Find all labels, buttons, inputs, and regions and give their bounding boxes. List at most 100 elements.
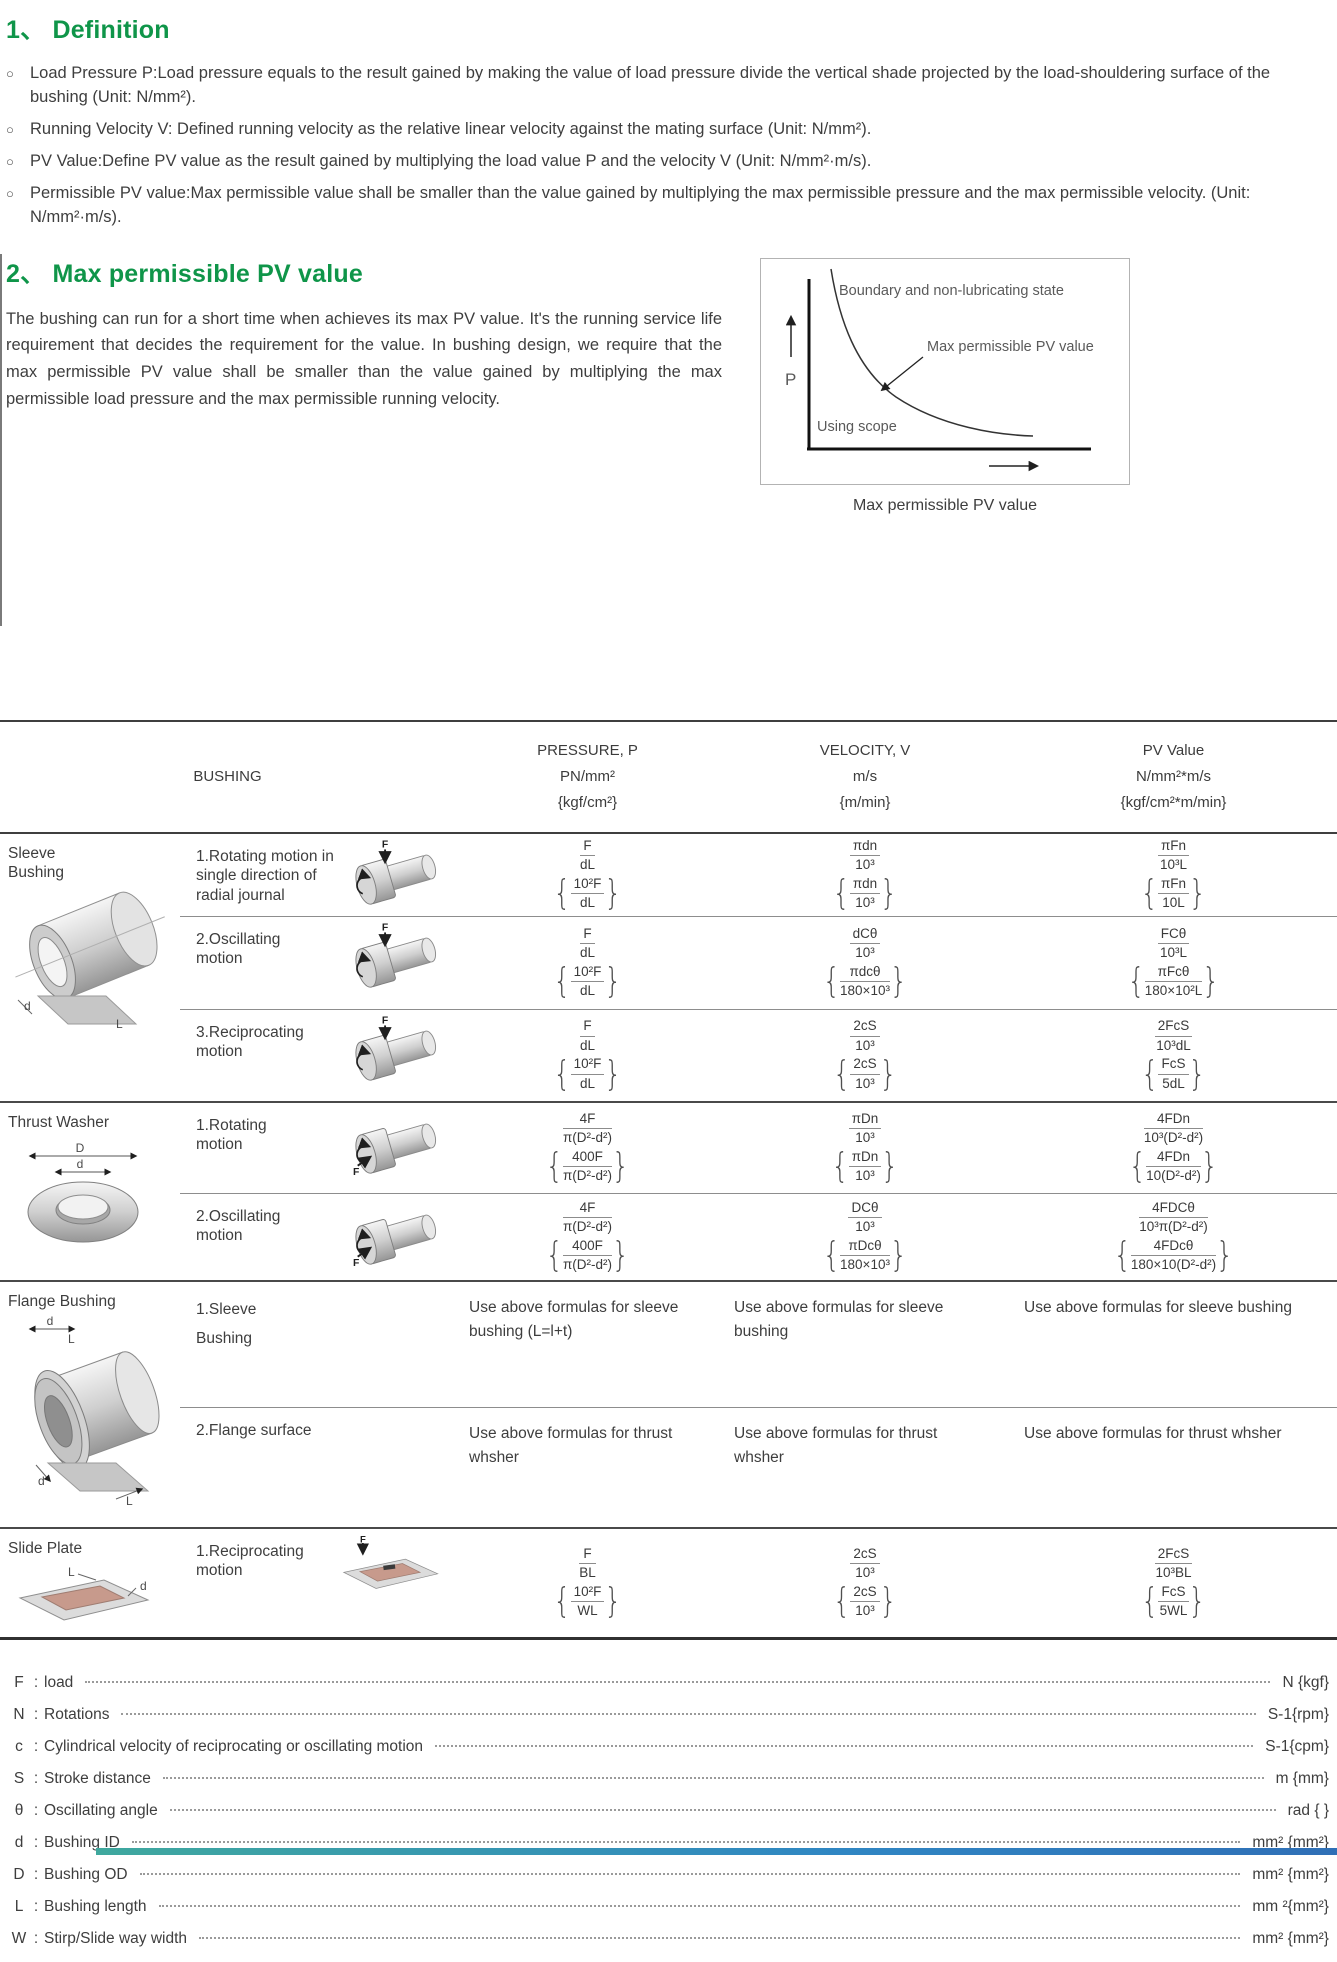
left-brace: { (833, 1581, 851, 1622)
numerator: dCθ (849, 926, 881, 945)
note-text: Use above formulas for sleeve bushing (1024, 1298, 1292, 1316)
right-brace: } (612, 1146, 630, 1187)
group-flange-bushing: Flange Bushing d L d (0, 1282, 1337, 1529)
boundary-state-label: Boundary and non-lubricating state (839, 283, 1064, 299)
pressure-unit-kgf: {kgf/cm²} (557, 794, 618, 812)
denominator: 180×10²L (1144, 983, 1203, 998)
right-brace: } (881, 1146, 899, 1187)
thrust-dim-D: D (76, 1141, 85, 1155)
left-brace: { (822, 1235, 841, 1276)
motion-label: 1.Rotating motion (196, 1116, 267, 1154)
slide-plate-type-cell: Slide Plate L d (0, 1529, 180, 1637)
denominator: 10³L (1159, 945, 1187, 961)
group-thrust-washer: Thrust Washer D d 1.Rotating motion (0, 1103, 1337, 1282)
numerator: 400F (562, 1149, 613, 1167)
numerator: πDcθ (840, 1238, 890, 1256)
velocity-title: VELOCITY, V (819, 742, 911, 760)
numerator: πDn (848, 1111, 882, 1130)
header-bushing: BUSHING (0, 722, 455, 832)
right-brace: } (880, 873, 898, 914)
motion-cell-rotating: 1.Rotating motion in single direction of… (180, 834, 455, 916)
legend-unit: mm² {mm²} (1252, 1865, 1329, 1883)
numerator: πFn (1157, 838, 1190, 857)
pv-formula: FCθ 10³L { πFcθ 180×10²L } (1010, 915, 1337, 1009)
denominator: dL (579, 895, 595, 910)
left-brace: { (831, 1146, 849, 1187)
denominator: 10(D²-d²) (1146, 1168, 1201, 1183)
numerator: 4F (562, 1111, 613, 1130)
numerator: FcS (1158, 1056, 1189, 1075)
numerator: 4FDcθ (1130, 1238, 1217, 1256)
force-label: F (382, 923, 388, 934)
formula-braced: { 10²F dL } (553, 876, 621, 912)
right-brace: } (879, 1581, 897, 1622)
legend-colon: : (33, 1801, 39, 1819)
right-brace: } (604, 961, 622, 1002)
table-header: BUSHING PRESSURE, P PN/mm² {kgf/cm²} VEL… (0, 722, 1337, 834)
legend-symbol: θ (14, 1801, 24, 1819)
denominator: dL (579, 1075, 595, 1091)
numerator: 10²F (570, 876, 605, 894)
motion-label: 1.Reciprocating motion (196, 1542, 304, 1580)
denominator: 5dL (1162, 1075, 1185, 1091)
left-brace: { (545, 1146, 563, 1187)
numerator: 2FcS (1154, 1018, 1193, 1037)
left-brace: { (553, 1053, 571, 1095)
velocity-unit-si: m/s (852, 768, 878, 786)
force-label: F (353, 1167, 359, 1177)
thrust-oscillating-icon: F (345, 1200, 445, 1268)
denominator: 180×10³ (840, 1257, 890, 1272)
velocity-formula: πDn 10³ { πDn 10³ } (720, 1103, 1010, 1193)
dotted-leader (435, 1744, 1254, 1747)
numerator: 2cS (850, 1018, 880, 1037)
denominator: 10³ (855, 1075, 875, 1091)
numerator: 10²F (570, 1056, 605, 1075)
max-pv-section: 2、 Max permissible PV value The bushing … (0, 253, 1337, 626)
legend-unit: mm² {mm²} (1252, 1833, 1329, 1851)
using-scope-label: Using scope (817, 419, 897, 435)
dotted-leader (121, 1712, 1256, 1715)
legend-label: Rotations (44, 1705, 110, 1723)
force-label: F (360, 1535, 366, 1545)
denominator: π(D²-d²) (562, 1130, 613, 1146)
section2-heading: 2、 Max permissible PV value (6, 259, 363, 288)
left-brace: { (832, 873, 850, 914)
pv-title: PV Value (1142, 742, 1205, 760)
motion-label: 1.Sleeve Bushing (196, 1300, 257, 1347)
velocity-formula: 2cS 10³ { 2cS 10³ } (720, 1008, 1010, 1101)
numerator: 4FDn (1146, 1149, 1201, 1167)
legend-colon: : (33, 1929, 39, 1947)
numerator: DCθ (848, 1200, 882, 1219)
flange-dim-L2: L (126, 1494, 133, 1508)
legend-label: Stirp/Slide way width (44, 1929, 188, 1947)
dotted-leader (169, 1808, 1276, 1811)
numerator: 10²F (570, 1584, 605, 1602)
denominator: 180×10(D²-d²) (1130, 1257, 1217, 1272)
numerator: 4F (562, 1200, 613, 1219)
denominator: π(D²-d²) (562, 1257, 613, 1272)
thrust-washer-illustration: D d (27, 1141, 139, 1243)
denominator: dL (579, 945, 596, 961)
flange-type-cell: Flange Bushing d L d (0, 1282, 180, 1527)
dotted-leader (158, 1904, 1241, 1907)
right-brace: } (612, 1235, 630, 1276)
thrust-type-cell: Thrust Washer D d (0, 1103, 180, 1280)
pressure-unit-si: PN/mm² (560, 768, 615, 786)
denominator: dL (579, 857, 596, 873)
numerator: 4FDCθ (1139, 1200, 1208, 1219)
plate-dim-d: d (140, 1579, 147, 1593)
motion-label: 3.Reciprocating motion (196, 1023, 304, 1061)
right-brace: } (1189, 873, 1207, 914)
denominator: 10³ (855, 857, 875, 873)
max-pv-paragraph: The bushing can run for a short time whe… (6, 309, 722, 408)
slide-plate-motion-icon: F (335, 1535, 445, 1595)
bullet-text: PV Value:Define PV value as the result g… (30, 151, 872, 170)
legend-row-S: S : Stroke distance m {mm} (10, 1770, 1329, 1802)
legend-symbol: W (11, 1929, 27, 1947)
motion-label: 1.Rotating motion in single direction of… (196, 847, 334, 905)
formula-table: BUSHING PRESSURE, P PN/mm² {kgf/cm²} VEL… (0, 719, 1337, 1640)
legend-symbol: N (13, 1705, 25, 1723)
legend-unit: mm² {mm²} (1252, 1929, 1329, 1947)
